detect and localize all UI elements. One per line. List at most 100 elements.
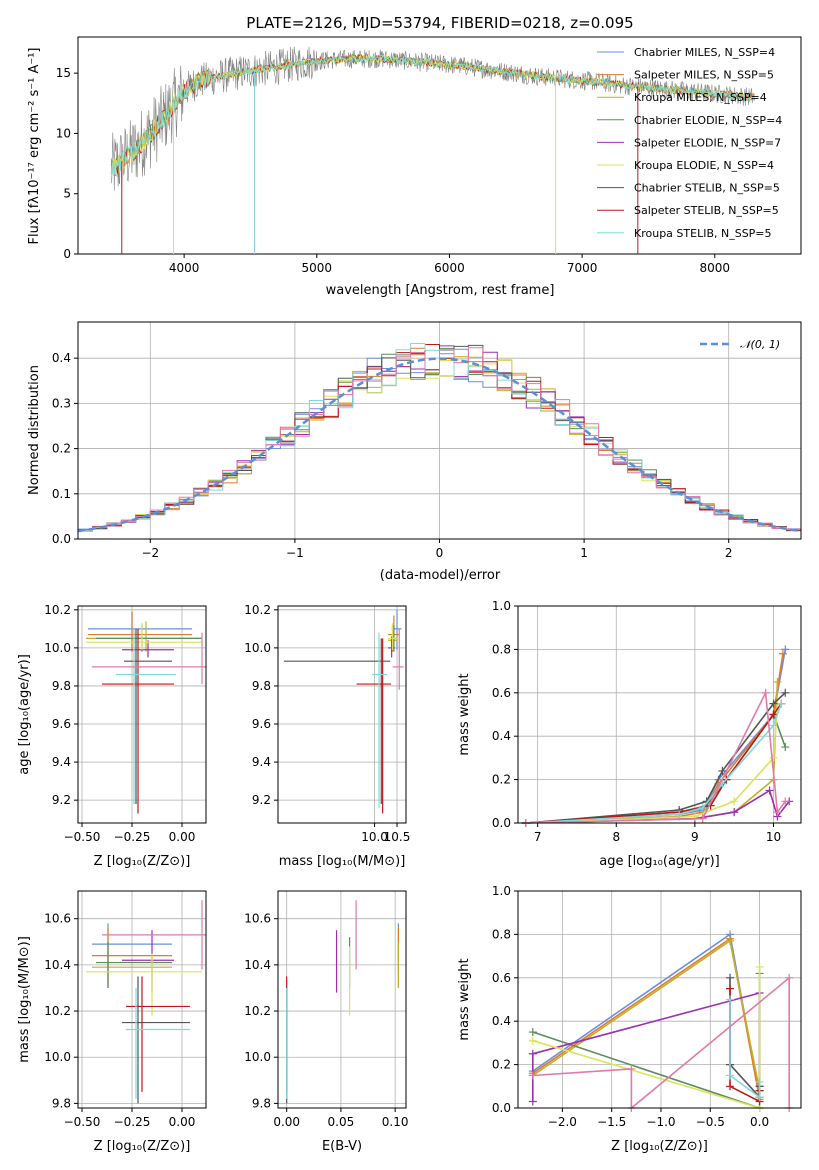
- massweight_vs_Z-ytick-label: 0.6: [492, 971, 511, 985]
- age_vs_mass-xlabel: mass [log₁₀(M/M⊙)]: [279, 854, 406, 869]
- massweight_vs_age-xtick-label: 9: [691, 830, 699, 844]
- age_vs_mass-ytick-label: 9.4: [252, 755, 271, 769]
- mass-weight-marker: [528, 1071, 537, 1080]
- mass_vs_Z-marks: [86, 900, 206, 1104]
- mass-weight-marker: [755, 1093, 764, 1102]
- age_vs_mass-ytick-label: 9.8: [252, 679, 271, 693]
- mass-weight-marker: [730, 797, 739, 806]
- age_vs_Z-ytick-label: 9.2: [52, 793, 71, 807]
- mass-weight-marker: [726, 995, 735, 1004]
- massweight_vs_age-xtick-label: 10: [766, 830, 781, 844]
- age_vs_mass-axes-frame: [277, 605, 407, 824]
- massweight_vs_Z-xtick-label: −2.0: [548, 1115, 577, 1129]
- age_vs_mass-ytick-label: 9.2: [252, 793, 271, 807]
- massweight_vs_age-ytick-label: 0.8: [492, 642, 511, 656]
- mass_vs_Z-ytick-label: 10.4: [44, 958, 71, 972]
- spectrum-xtick-label: 5000: [302, 261, 333, 275]
- mass-weight-marker: [769, 753, 778, 762]
- residual-histogram-panel: −2 −1 0 1 2 0.0 0.1 0.2 0.3 0.4 𝒩(0, 1) (data-mod…: [27, 321, 802, 583]
- mass_vs_Z-panel: −0.50 −0.25 0.00 9.8 10.0 10.2 10.4 10.6 Z [log₁…: [17, 890, 207, 1154]
- mass_vs_ebv-axes-frame: [277, 890, 407, 1109]
- histogram-xtick-label: 2: [725, 546, 733, 560]
- massweight_vs_age-ytick-label: 0.0: [492, 816, 511, 830]
- spectrum-title: PLATE=2126, MJD=53794, FIBERID=0218, z=0…: [246, 14, 633, 32]
- mass-weight-marker: [726, 973, 735, 982]
- mass-weight-marker: [781, 688, 790, 697]
- mass-weight-marker: [726, 1071, 735, 1080]
- spectrum-xtick-label: 4000: [169, 261, 200, 275]
- age_vs_mass-xtick-label: 10.0: [361, 830, 388, 844]
- mass_vs_Z-ytick-label: 10.6: [44, 912, 71, 926]
- mass_vs_ebv-marks: [286, 900, 400, 1104]
- spectrum-ylabel: Flux [fλ10⁻¹⁷ erg cm⁻² s⁻¹ A⁻¹]: [27, 48, 42, 245]
- mass-weight-line: [532, 973, 761, 1110]
- histogram-ylabel: Normed distribution: [27, 365, 42, 495]
- mass_vs_ebv-xtick-label: 0.10: [382, 1115, 409, 1129]
- mass_vs_ebv-xtick-label: 0.00: [273, 1115, 300, 1129]
- mass_vs_ebv-panel: 0.00 0.05 0.10 9.8 10.0 10.2 10.4 10.6 E(B-V): [244, 890, 409, 1154]
- legend-entry: Salpeter MILES, N_SSP=5: [634, 69, 774, 82]
- mass-weight-marker: [765, 786, 774, 795]
- massweight_vs_age-ytick-label: 1.0: [492, 599, 511, 613]
- histogram-ticks: −2 −1 0 1 2 0.0 0.1 0.2 0.3 0.4: [52, 351, 733, 560]
- legend-entry: Kroupa MILES, N_SSP=4: [634, 91, 767, 104]
- spectrum-model-line: [110, 54, 755, 176]
- mass_vs_Z-xtick-label: 0.00: [169, 1115, 196, 1129]
- legend-normal-label: 𝒩(0, 1): [740, 338, 780, 351]
- mass_vs_Z-xtick-label: −0.25: [114, 1115, 151, 1129]
- mass_vs_ebv-xlabel: E(B-V): [322, 1139, 362, 1154]
- spectrum-lines: [110, 46, 755, 254]
- mass-weight-marker: [778, 649, 787, 658]
- histogram-ytick-label: 0.2: [52, 442, 71, 456]
- age_vs_Z-panel: −0.50 −0.25 0.00 9.2 9.4 9.6 9.8 10.0 10.2 Z [log…: [17, 603, 207, 869]
- mass-weight-marker: [781, 797, 790, 806]
- massweight_vs_age-ytick-label: 0.4: [492, 729, 511, 743]
- massweight_vs_Z-xtick-label: −0.5: [696, 1115, 725, 1129]
- mass-weight-marker: [769, 710, 778, 719]
- massweight_vs_age-xtick-label: 8: [612, 830, 620, 844]
- histogram-xtick-label: −2: [141, 546, 159, 560]
- mass-weight-marker: [755, 962, 764, 971]
- massweight_vs_Z-xtick-label: −1.5: [597, 1115, 626, 1129]
- massweight_vs_age-xlabel: age [log₁₀(age/yr)]: [599, 854, 720, 869]
- massweight_vs_age-axes-frame: [517, 605, 802, 824]
- mass-weight-line: [525, 681, 779, 824]
- spectrum-xtick-label: 7000: [567, 261, 598, 275]
- spectrum-model-line: [110, 54, 755, 175]
- histogram-ytick-label: 0.0: [52, 532, 71, 546]
- legend-entry: Chabrier MILES, N_SSP=4: [634, 46, 775, 59]
- massweight_vs_Z-xtick-label: 0.0: [750, 1115, 769, 1129]
- age_vs_Z-ylabel: age [log₁₀(age/yr)]: [17, 654, 32, 775]
- age_vs_Z-xtick-label: −0.50: [64, 830, 101, 844]
- mass_vs_ebv-xtick-label: 0.05: [328, 1115, 355, 1129]
- age_vs_mass-marks: [283, 609, 404, 814]
- mass-weight-marker: [781, 743, 790, 752]
- mass-weight-line: [525, 689, 786, 824]
- mass-weight-marker: [726, 936, 735, 945]
- age_vs_mass-ytick-label: 10.2: [244, 603, 271, 617]
- mass-weight-marker: [698, 803, 707, 812]
- spectrum-xlabel: wavelength [Angstrom, rest frame]: [326, 283, 555, 298]
- massweight_vs_age-ytick-label: 0.6: [492, 686, 511, 700]
- spectrum-ytick-label: 10: [56, 126, 71, 140]
- mass_vs_ebv-ytick-label: 10.2: [244, 1004, 271, 1018]
- mass-weight-line: [729, 999, 761, 1099]
- mass_vs_Z-axes-frame: [77, 890, 207, 1109]
- mass-weight-marker: [773, 677, 782, 686]
- massweight_vs_Z-ytick-label: 0.4: [492, 1014, 511, 1028]
- histogram-xlabel: (data-model)/error: [380, 568, 501, 583]
- mass-weight-marker: [675, 810, 684, 819]
- massweight_vs_Z-panel: −2.0 −1.5 −1.0 −0.5 0.0 0.0 0.2 0.4 0.6 0.8 1.0 Z […: [457, 884, 802, 1154]
- mass_vs_ebv-ytick-label: 9.8: [252, 1096, 271, 1110]
- age_vs_Z-xtick-label: −0.25: [114, 830, 151, 844]
- normal-curve-line: [77, 357, 802, 533]
- mass_vs_Z-ytick-label: 10.2: [44, 1004, 71, 1018]
- age_vs_Z-xlabel: Z [log₁₀(Z/Z⊙)]: [94, 854, 191, 869]
- mass_vs_Z-xlabel: Z [log₁₀(Z/Z⊙)]: [94, 1139, 191, 1154]
- spectrum-legend: Chabrier MILES, N_SSP=4 Salpeter MILES, N…: [597, 46, 782, 240]
- mass-weight-marker: [785, 973, 794, 982]
- histogram-ytick-label: 0.3: [52, 396, 71, 410]
- mass_vs_ebv-ytick-label: 10.6: [244, 912, 271, 926]
